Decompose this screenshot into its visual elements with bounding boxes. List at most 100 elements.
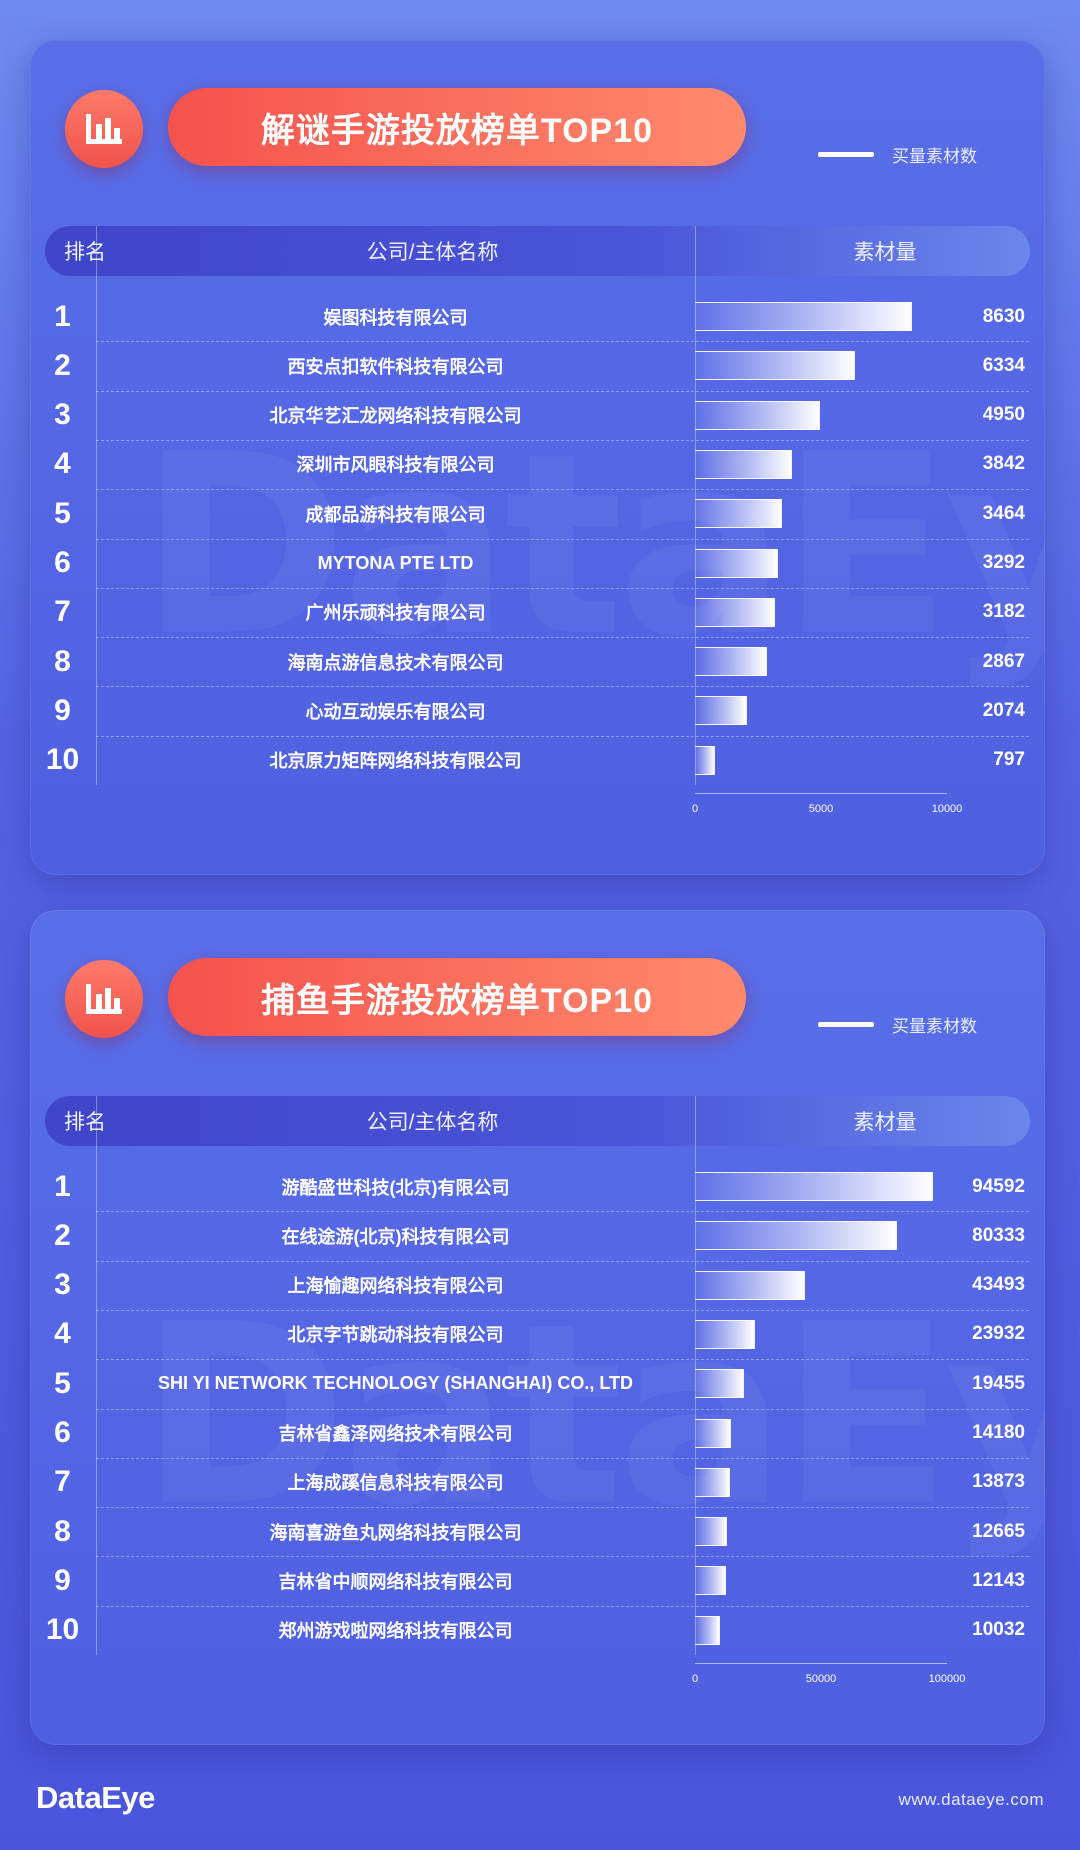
chart-title: 解谜手游投放榜单TOP10 — [168, 88, 746, 166]
data-bar — [695, 1467, 730, 1497]
table-header: 排名 公司/主体名称 素材量 — [45, 1096, 1030, 1146]
header-rank: 排名 — [64, 1111, 106, 1134]
row-separator — [96, 1457, 1029, 1459]
data-value-label: 19455 — [972, 1372, 1025, 1394]
company-name: 心动互动娱乐有限公司 — [305, 701, 486, 722]
data-value-label: 8630 — [982, 305, 1025, 327]
data-bar — [695, 449, 792, 479]
data-bar — [695, 1172, 934, 1201]
row-separator — [96, 1507, 1029, 1509]
company-name: 上海愉趣网络科技有限公司 — [287, 1276, 504, 1297]
chart-title: 捕鱼手游投放榜单TOP10 — [168, 958, 746, 1036]
company-name: 北京华艺汇龙网络科技有限公司 — [269, 406, 522, 427]
data-bar — [695, 1369, 745, 1399]
rank-number: 6 — [54, 1416, 71, 1449]
data-bar — [695, 696, 748, 726]
bar-chart-icon — [65, 960, 143, 1038]
x-tick-label: 10000 — [931, 803, 963, 815]
legend: 买量素材数 — [818, 1012, 977, 1037]
row-separator — [96, 538, 1029, 540]
table-row: 4 北京字节跳动科技有限公司 23932 — [30, 1310, 1045, 1359]
legend: 买量素材数 — [818, 142, 977, 167]
header-amount: 素材量 — [853, 1111, 917, 1134]
data-bar — [695, 1418, 731, 1448]
rank-number: 5 — [54, 496, 71, 530]
table-row: 6 吉林省鑫泽网络技术有限公司 14180 — [30, 1409, 1045, 1458]
data-bar — [695, 1615, 721, 1645]
legend-swatch — [818, 152, 874, 157]
company-name: 北京字节跳动科技有限公司 — [287, 1325, 504, 1346]
table-row: 8 海南喜游鱼丸网络科技有限公司 12665 — [30, 1507, 1045, 1556]
rank-number: 2 — [54, 348, 71, 382]
data-value-label: 4950 — [982, 404, 1025, 426]
row-separator — [96, 1605, 1029, 1607]
rank-number: 3 — [54, 1268, 71, 1302]
table-row: 10 北京原力矩阵网络科技有限公司 797 — [30, 736, 1045, 785]
data-value-label: 43493 — [972, 1274, 1025, 1296]
row-separator — [96, 1211, 1029, 1213]
x-tick-label: 100000 — [928, 1673, 966, 1685]
data-value-label: 10032 — [972, 1619, 1025, 1641]
rank-number: 10 — [45, 1613, 80, 1647]
company-name: 上海成蹊信息科技有限公司 — [287, 1473, 504, 1494]
company-name: 娱图科技有限公司 — [323, 307, 468, 328]
rank-number: 8 — [54, 644, 71, 678]
table-row: 5 SHI YI NETWORK TECHNOLOGY (SHANGHAI) CO… — [30, 1359, 1045, 1408]
x-axis-line — [695, 793, 947, 794]
data-bar — [695, 745, 716, 775]
data-bar — [695, 351, 855, 381]
data-value-label: 2867 — [982, 650, 1025, 672]
data-bar — [695, 1517, 727, 1547]
rank-number: 2 — [54, 1218, 71, 1252]
header-company: 公司/主体名称 — [366, 1111, 499, 1134]
row-separator — [96, 686, 1029, 688]
row-separator — [96, 637, 1029, 639]
x-tick-label: 5000 — [808, 803, 834, 815]
data-bar — [695, 1319, 756, 1349]
table-row: 5 成都品游科技有限公司 3464 — [30, 489, 1045, 538]
bar-chart-icon — [65, 90, 143, 168]
company-name: 在线途游(北京)科技有限公司 — [281, 1226, 510, 1247]
website-link[interactable]: www.dataeye.com — [898, 1790, 1044, 1809]
data-value-label: 12665 — [972, 1520, 1025, 1542]
data-value-label: 797 — [993, 749, 1025, 771]
data-value-label: 3842 — [982, 453, 1025, 475]
data-value-label: 23932 — [972, 1323, 1025, 1345]
company-name: 郑州游戏啦网络科技有限公司 — [278, 1621, 513, 1642]
table-row: 9 吉林省中顺网络科技有限公司 12143 — [30, 1556, 1045, 1605]
table-row: 1 游酷盛世科技(北京)有限公司 94592 — [30, 1162, 1045, 1211]
x-tick-label: 0 — [691, 803, 699, 815]
table-row: 9 心动互动娱乐有限公司 2074 — [30, 686, 1045, 735]
legend-label: 买量素材数 — [892, 147, 977, 166]
company-name: 吉林省鑫泽网络技术有限公司 — [278, 1424, 513, 1444]
rank-number: 6 — [54, 546, 71, 579]
row-separator — [96, 1260, 1029, 1262]
table-row: 4 深圳市风眼科技有限公司 3842 — [30, 440, 1045, 489]
data-value-label: 94592 — [972, 1175, 1025, 1197]
company-name: 游酷盛世科技(北京)有限公司 — [281, 1177, 510, 1198]
row-separator — [96, 390, 1029, 392]
company-name: 海南点游信息技术有限公司 — [287, 652, 504, 673]
header-rank: 排名 — [64, 241, 106, 264]
rank-number: 7 — [54, 595, 71, 629]
chart-panel-puzzle: DataEye 解谜手游投放榜单TOP10 买量素材数 排名 公司/主体名称 素… — [30, 40, 1045, 875]
x-tick-label: 0 — [691, 1673, 699, 1685]
row-separator — [96, 1359, 1029, 1361]
row-separator — [96, 1408, 1029, 1410]
row-separator — [96, 587, 1029, 589]
chart-panel-fishing: DataEye 捕鱼手游投放榜单TOP10 买量素材数 排名 公司/主体名称 素… — [30, 910, 1045, 1745]
table-row: 1 娱图科技有限公司 8630 — [30, 292, 1045, 341]
table-row: 2 西安点扣软件科技有限公司 6334 — [30, 341, 1045, 390]
data-bar — [695, 548, 778, 578]
data-value-label: 80333 — [972, 1224, 1025, 1246]
data-value-label: 14180 — [972, 1422, 1025, 1443]
table-row: 6 MYTONA PTE LTD 3292 — [30, 539, 1045, 588]
rank-number: 4 — [54, 1317, 71, 1351]
company-name: MYTONA PTE LTD — [317, 552, 474, 573]
rank-number: 4 — [54, 447, 71, 481]
rank-number: 5 — [54, 1366, 71, 1400]
data-bar — [695, 647, 768, 677]
data-bar — [695, 302, 913, 331]
row-separator — [96, 489, 1029, 491]
data-bar — [695, 597, 776, 627]
